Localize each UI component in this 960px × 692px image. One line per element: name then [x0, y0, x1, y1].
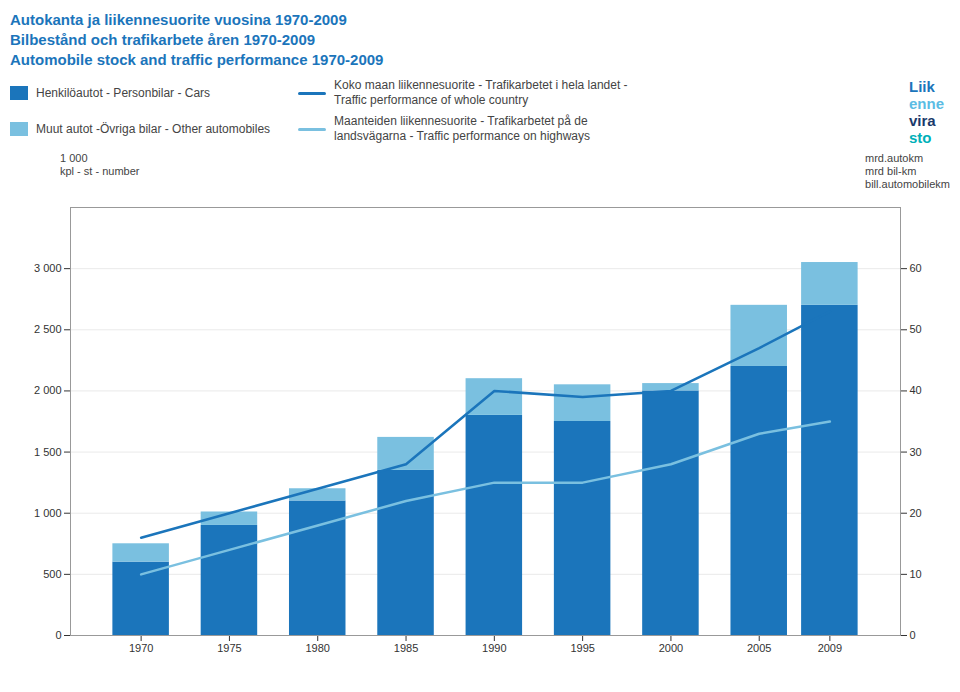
- svg-text:60: 60: [910, 262, 922, 274]
- svg-text:3 000: 3 000: [34, 262, 62, 274]
- svg-text:1995: 1995: [570, 642, 594, 654]
- svg-text:2009: 2009: [818, 642, 842, 654]
- svg-text:1 500: 1 500: [34, 446, 62, 458]
- html-text:sto: sto: [909, 129, 932, 146]
- svg-text:1975: 1975: [217, 642, 241, 654]
- svg-text:500: 500: [43, 568, 61, 580]
- html-text:Muut autot -Övriga bilar - Oth: Muut autot -Övriga bilar - Other automob…: [36, 121, 271, 136]
- svg-text:50: 50: [910, 323, 922, 335]
- html-text:mrd.autokm mrd bil-km bill.aut: mrd.autokm mrd bil-km bill.automobilekm: [865, 152, 950, 190]
- svg-text:1 000: 1 000: [34, 507, 62, 519]
- html-text:Autokanta ja liikennesuorite v: Autokanta ja liikennesuorite vuosina 197…: [10, 11, 384, 68]
- html-text:vira: vira: [909, 112, 936, 129]
- svg-text:20: 20: [910, 507, 922, 519]
- svg-text:1985: 1985: [394, 642, 418, 654]
- svg-text:0: 0: [55, 629, 61, 641]
- svg-text:30: 30: [910, 446, 922, 458]
- svg-text:40: 40: [910, 384, 922, 396]
- html-text:Koko maan liikennesuorite - Tr: Koko maan liikennesuorite - Trafikarbete…: [334, 78, 628, 107]
- svg-text:2000: 2000: [659, 642, 683, 654]
- html-text:enne: enne: [909, 95, 944, 112]
- html-text:Maanteiden liikennesuorite - T: Maanteiden liikennesuorite - Trafikarbet…: [334, 114, 590, 143]
- svg-text:2 000: 2 000: [34, 384, 62, 396]
- svg-text:1990: 1990: [482, 642, 506, 654]
- svg-text:2 500: 2 500: [34, 323, 62, 335]
- html-text:1 000 kpl - st - number: 1 000 kpl - st - number: [60, 152, 140, 177]
- svg-text:10: 10: [910, 568, 922, 580]
- svg-text:1980: 1980: [305, 642, 329, 654]
- svg-text:2005: 2005: [747, 642, 771, 654]
- html-text:Liik: Liik: [909, 78, 935, 95]
- svg-text:0: 0: [910, 629, 916, 641]
- svg-text:1970: 1970: [129, 642, 153, 654]
- html-text:Henkilöautot - Personbilar - C: Henkilöautot - Personbilar - Cars: [36, 85, 211, 100]
